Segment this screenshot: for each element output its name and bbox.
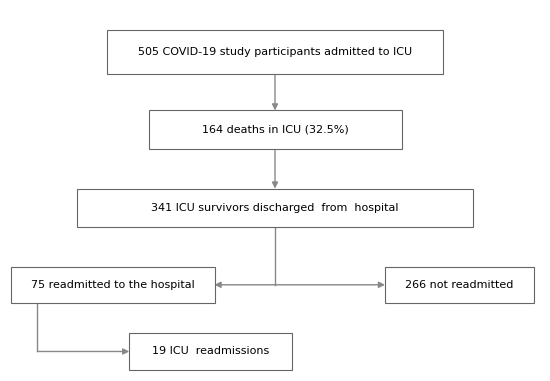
FancyBboxPatch shape (385, 267, 534, 303)
FancyBboxPatch shape (148, 110, 402, 149)
Text: 75 readmitted to the hospital: 75 readmitted to the hospital (31, 280, 195, 290)
FancyBboxPatch shape (107, 30, 443, 74)
FancyBboxPatch shape (77, 189, 473, 227)
Text: 505 COVID-19 study participants admitted to ICU: 505 COVID-19 study participants admitted… (138, 47, 412, 58)
FancyBboxPatch shape (11, 267, 214, 303)
FancyBboxPatch shape (129, 333, 292, 370)
Text: 266 not readmitted: 266 not readmitted (405, 280, 514, 290)
Text: 164 deaths in ICU (32.5%): 164 deaths in ICU (32.5%) (202, 125, 348, 134)
Text: 19 ICU  readmissions: 19 ICU readmissions (152, 346, 269, 357)
Text: 341 ICU survivors discharged  from  hospital: 341 ICU survivors discharged from hospit… (151, 203, 399, 213)
